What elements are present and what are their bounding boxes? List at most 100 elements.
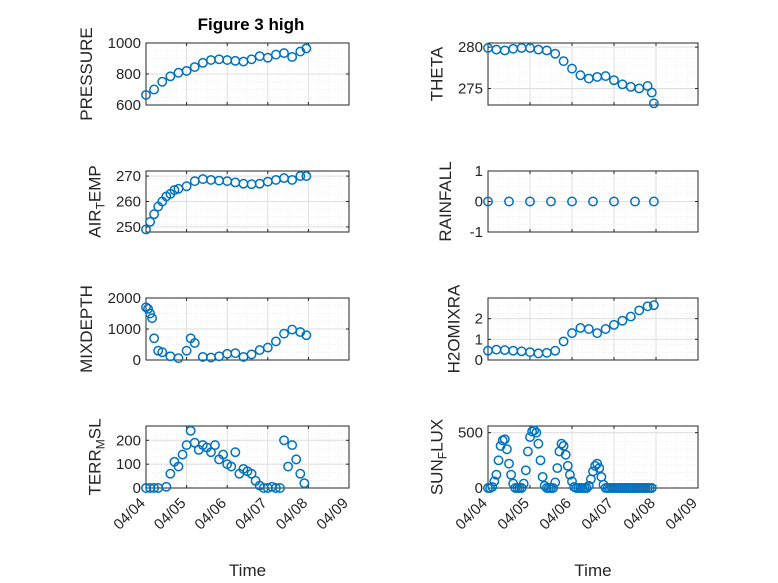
data-point <box>504 196 514 207</box>
x-tick-label: 04/06 <box>536 495 575 534</box>
data-point <box>575 70 586 81</box>
data-point <box>275 483 285 493</box>
data-point <box>295 468 306 479</box>
y-tick-label: 280 <box>458 39 483 56</box>
data-point <box>283 461 294 472</box>
data-point <box>226 461 237 472</box>
x-tick-label: 04/04 <box>110 495 149 534</box>
data-point <box>609 196 619 207</box>
data-point <box>634 305 645 316</box>
x-tick-label: 04/05 <box>494 495 533 534</box>
data-point <box>588 196 598 207</box>
data-point <box>648 300 659 311</box>
data-point <box>558 336 569 347</box>
data-point <box>600 324 611 334</box>
data-point <box>218 449 229 460</box>
data-point <box>301 43 312 54</box>
x-tick-label: 04/04 <box>452 495 491 534</box>
x-tick-label: 04/08 <box>273 495 312 534</box>
y-tick-label: 600 <box>116 97 141 114</box>
y-axis-label: AIRTEMP <box>86 165 108 238</box>
data-point <box>143 303 153 314</box>
x-tick-label: 04/09 <box>313 495 352 534</box>
data-point <box>581 483 592 493</box>
data-point <box>149 483 160 493</box>
data-point <box>508 345 519 356</box>
y-axis-label: THETA <box>428 46 447 101</box>
data-point <box>206 55 216 65</box>
data-point <box>262 342 273 353</box>
data-point <box>287 52 298 62</box>
data-point <box>583 73 594 84</box>
x-tick-label: 04/09 <box>662 495 701 534</box>
data-point <box>567 328 577 339</box>
data-point <box>648 196 659 207</box>
data-point <box>181 181 192 192</box>
y-tick-label: 1000 <box>108 35 141 52</box>
x-tick-label: 04/07 <box>578 495 617 534</box>
data-point <box>299 478 310 489</box>
axes-box <box>487 297 699 361</box>
data-point <box>483 196 493 207</box>
data-point <box>145 308 156 319</box>
data-point <box>149 333 160 344</box>
x-axis-label: Time <box>574 561 611 580</box>
data-point <box>567 196 577 207</box>
x-axis-label: Time <box>229 561 266 580</box>
data-point <box>185 425 196 436</box>
data-point <box>550 345 561 356</box>
data-point <box>197 57 208 68</box>
data-point <box>552 463 563 474</box>
y-tick-label: 2000 <box>108 290 141 307</box>
data-point <box>533 438 544 449</box>
data-point <box>487 481 498 492</box>
y-tick-label: 275 <box>458 80 483 97</box>
data-point <box>287 174 298 185</box>
y-tick-label: 1000 <box>108 321 141 338</box>
data-point <box>173 353 184 364</box>
panel-sun_flux: 0 500 04/04 04/05 04/06 04/07 04/08 04/09 Time <box>452 425 701 580</box>
data-point <box>295 171 306 182</box>
data-point <box>548 483 559 493</box>
data-point <box>558 56 569 67</box>
data-point <box>149 209 160 220</box>
data-point <box>533 348 544 359</box>
data-point <box>583 324 594 334</box>
data-point <box>630 196 640 207</box>
data-point <box>270 336 281 347</box>
data-point <box>541 45 552 56</box>
data-point <box>254 51 265 62</box>
data-point <box>531 427 542 438</box>
data-point <box>583 480 594 491</box>
data-point <box>535 455 546 466</box>
y-tick-label: 200 <box>116 432 141 449</box>
y-tick-label: 0 <box>475 480 483 497</box>
data-point <box>230 447 241 458</box>
data-point <box>189 62 200 72</box>
y-tick-label: 0 <box>475 194 483 211</box>
y-tick-label: 0 <box>133 352 141 369</box>
data-point <box>560 449 571 460</box>
data-point <box>609 75 619 86</box>
panel-theta: 275 280 <box>458 39 699 109</box>
data-point <box>238 178 249 189</box>
data-point <box>145 216 156 227</box>
data-point <box>550 48 561 59</box>
y-axis-label: RAINFALL <box>436 161 455 241</box>
data-point <box>600 71 611 82</box>
data-point <box>181 345 192 356</box>
data-point <box>546 196 556 207</box>
data-point <box>189 176 200 187</box>
data-point <box>522 446 533 457</box>
data-point <box>279 48 289 59</box>
y-tick-label: 0 <box>475 352 483 369</box>
data-point <box>254 178 265 189</box>
data-point <box>301 171 312 182</box>
data-point <box>625 311 636 322</box>
data-point <box>564 469 575 480</box>
y-tick-label: 500 <box>458 425 483 442</box>
data-point <box>562 460 573 471</box>
data-point <box>648 98 659 109</box>
panel-air_temp: 250 260 270 <box>116 168 350 236</box>
data-point <box>537 471 548 482</box>
